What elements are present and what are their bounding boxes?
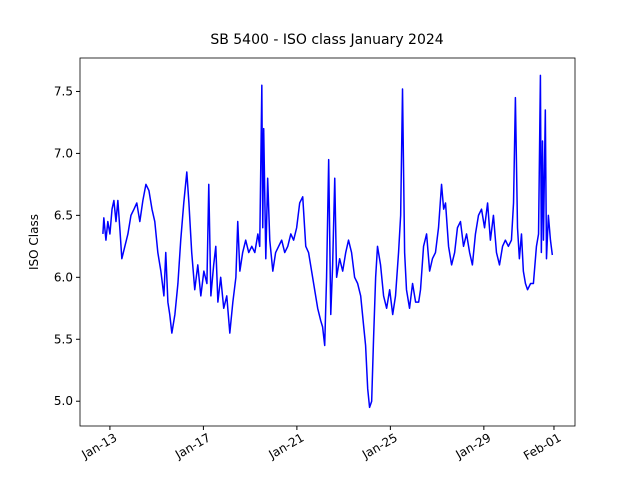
- x-tick-label: Jan-17: [172, 430, 213, 462]
- x-tick-label: Jan-13: [79, 430, 120, 462]
- y-tick-label: 7.5: [54, 84, 73, 98]
- y-tick-label: 6.5: [54, 208, 73, 222]
- x-tick-label: Jan-25: [359, 430, 400, 462]
- chart-title: SB 5400 - ISO class January 2024: [210, 32, 443, 48]
- data-line: [102, 74, 554, 409]
- plot-frame: [79, 57, 576, 427]
- x-tick-label: Jan-29: [452, 430, 493, 462]
- x-tick-label: Jan-21: [266, 430, 307, 462]
- y-tick-label: 5.0: [54, 394, 73, 408]
- y-tick-label: 6.0: [54, 270, 73, 284]
- y-tick-label: 5.5: [54, 332, 73, 346]
- x-tick-label: Feb-01: [521, 430, 563, 463]
- y-axis-label: ISO Class: [27, 214, 41, 270]
- y-tick-label: 7.0: [54, 146, 73, 160]
